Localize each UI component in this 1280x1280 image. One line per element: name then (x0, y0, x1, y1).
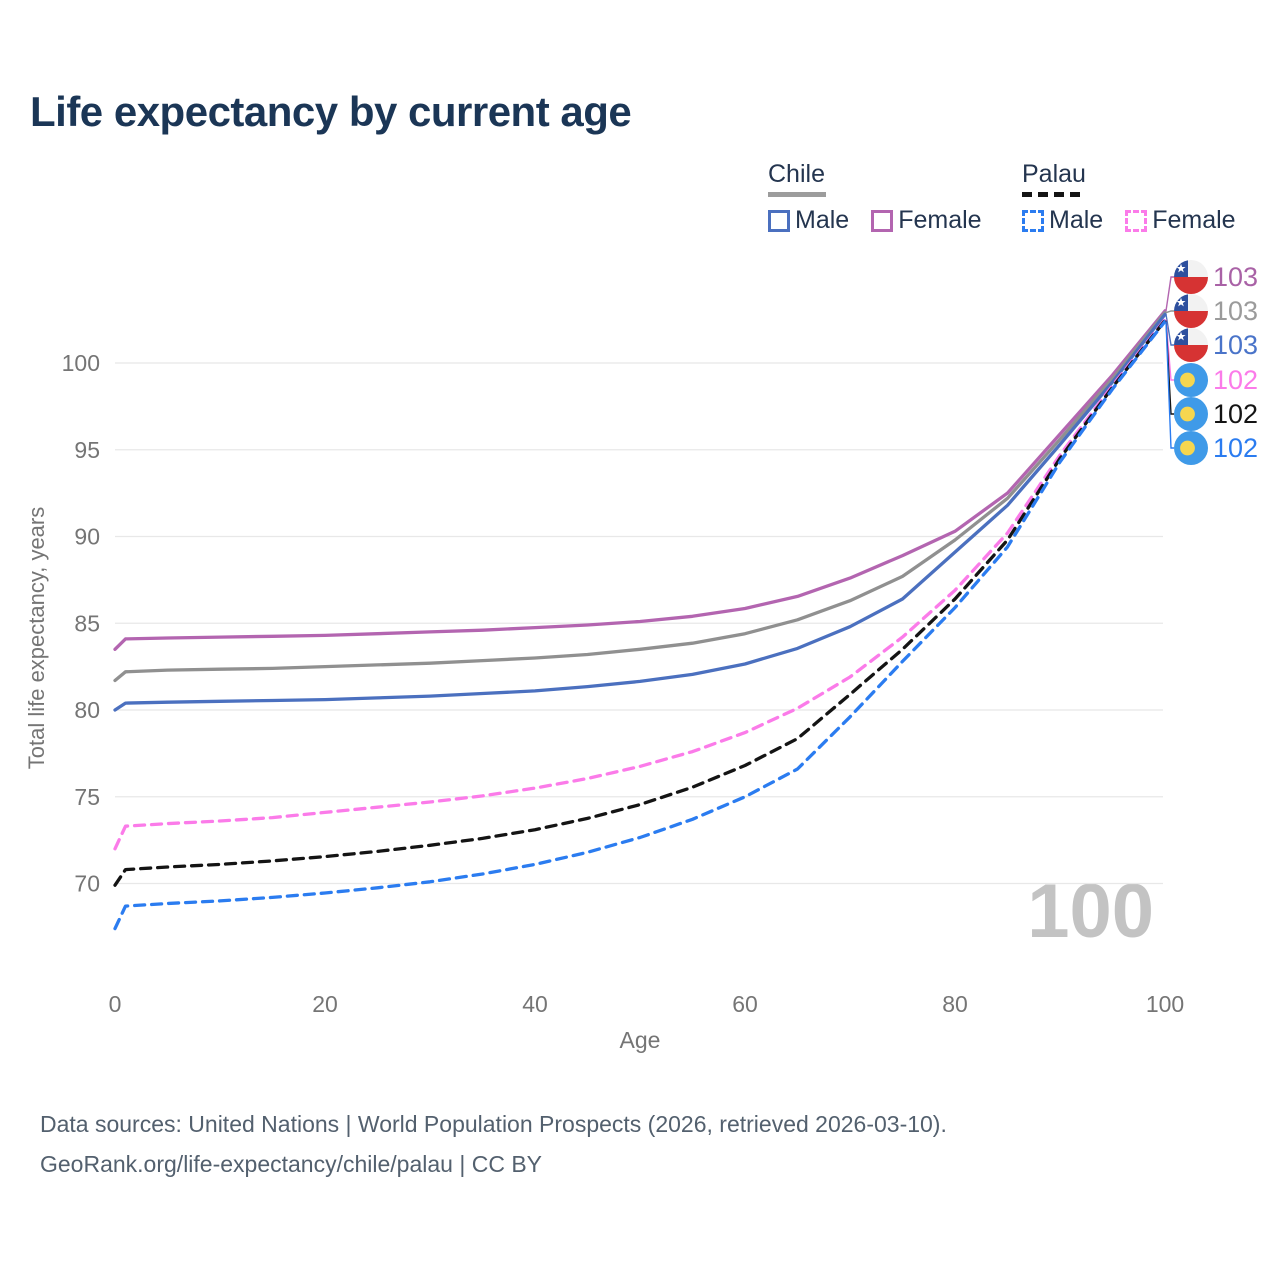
end-label-value-palau-male: 102 (1213, 433, 1258, 463)
end-label-value-chile-male: 103 (1213, 330, 1258, 360)
legend-label: Male (1049, 206, 1104, 234)
series-line-chile-female[interactable] (113, 309, 1167, 651)
chile-female-swatch (871, 209, 894, 232)
end-label-value-palau-both: 102 (1213, 399, 1258, 429)
end-label-value-palau-female: 102 (1213, 365, 1258, 395)
legend-label: Male (795, 206, 850, 234)
palau-male-swatch (1022, 209, 1044, 232)
series-line-chile-both[interactable] (113, 311, 1167, 683)
chile-flag-icon (1174, 260, 1208, 294)
palau-flag-icon (1174, 397, 1208, 431)
legend-item-chile-male[interactable]: Male (768, 206, 849, 235)
x-tick-40: 40 (522, 991, 548, 1017)
legend-item-palau-male[interactable]: Male (1022, 206, 1103, 235)
series-line-chile-male[interactable] (113, 312, 1167, 712)
y-axis-label: Total life expectancy, years (24, 507, 49, 770)
legend-label: Female (898, 206, 982, 234)
end-label-connector-chile-male (1165, 314, 1174, 346)
chart-title: Life expectancy by current age (30, 88, 632, 135)
y-tick-100: 100 (62, 350, 100, 376)
legend-group-palau: Palau Male Female (1022, 160, 1236, 235)
y-tick-75: 75 (74, 784, 100, 810)
legend-group-chile: Chile Male Female (768, 160, 982, 235)
y-tick-95: 95 (74, 437, 100, 463)
palau-female-swatch (1125, 209, 1148, 232)
end-label-value-chile-female: 103 (1213, 262, 1258, 292)
chile-male-swatch (768, 209, 790, 232)
y-tick-90: 90 (74, 524, 100, 550)
footer-data-sources: Data sources: United Nations | World Pop… (40, 1111, 947, 1137)
y-tick-70: 70 (74, 871, 100, 897)
x-tick-80: 80 (942, 991, 968, 1017)
x-tick-20: 20 (312, 991, 338, 1017)
end-label-connector-chile-female (1165, 276, 1174, 312)
x-tick-0: 0 (109, 991, 122, 1017)
y-tick-85: 85 (74, 610, 100, 636)
palau-both-line-swatch (1022, 192, 1080, 197)
age-counter-watermark: 100 (1027, 869, 1154, 954)
legend-country-chile[interactable]: Chile (768, 160, 825, 188)
series-line-palau-male[interactable] (113, 319, 1167, 931)
palau-flag-icon (1174, 363, 1208, 397)
x-tick-100: 100 (1146, 991, 1184, 1017)
footer: Data sources: United Nations | World Pop… (40, 1104, 947, 1184)
legend-item-chile-female[interactable]: Female (871, 206, 982, 235)
end-label-connector-palau-male (1165, 321, 1174, 449)
palau-flag-icon (1174, 431, 1208, 465)
series-line-palau-female[interactable] (113, 317, 1167, 851)
legend-country-palau[interactable]: Palau (1022, 160, 1086, 188)
legend-item-palau-female[interactable]: Female (1125, 206, 1236, 235)
chile-flag-icon (1174, 294, 1208, 328)
y-tick-80: 80 (74, 697, 100, 723)
x-tick-60: 60 (732, 991, 758, 1017)
x-axis-label: Age (620, 1027, 661, 1053)
series-line-palau-both[interactable] (113, 318, 1167, 887)
footer-attribution: GeoRank.org/life-expectancy/chile/palau … (40, 1151, 543, 1177)
chile-both-line-swatch (768, 192, 826, 197)
end-label-connector-chile-both (1165, 310, 1174, 314)
legend-label: Female (1152, 206, 1236, 234)
chile-flag-icon (1174, 328, 1208, 362)
end-label-value-chile-both: 103 (1213, 296, 1258, 326)
